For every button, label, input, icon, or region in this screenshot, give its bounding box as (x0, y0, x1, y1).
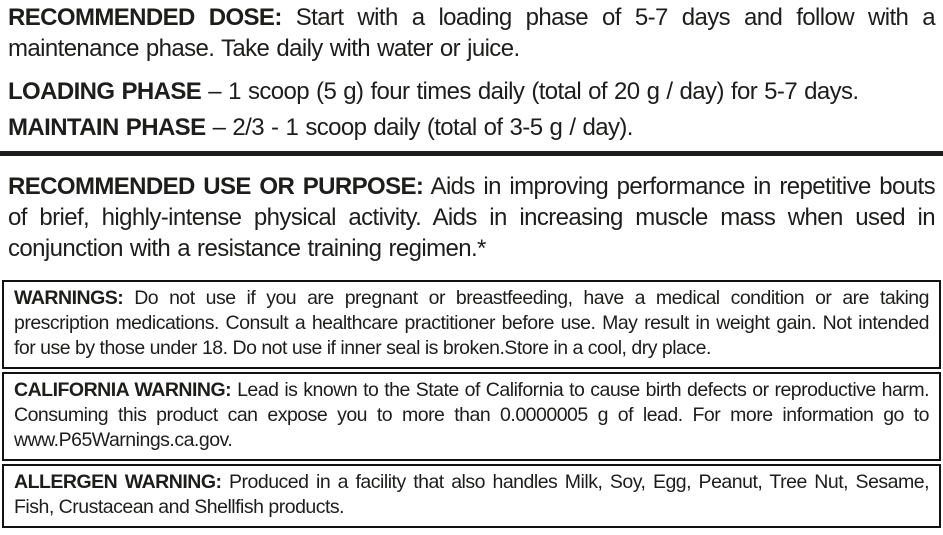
warnings-text: Do not use if you are pregnant or breast… (14, 287, 930, 359)
loading-phase-line: LOADING PHASE – 1 scoop (5 g) four times… (8, 76, 935, 107)
recommended-use-label: RECOMMENDED USE OR PURPOSE: (8, 173, 424, 200)
loading-phase-label: LOADING PHASE (8, 78, 202, 105)
warning-boxes-group: WARNINGS: Do not use if you are pregnant… (2, 280, 941, 528)
recommended-use-text: Aids in improving performance in repetit… (8, 173, 936, 262)
maintain-phase-dash: – (212, 114, 226, 141)
california-warning-box: CALIFORNIA WARNING: Lead is known to the… (2, 372, 941, 461)
loading-phase-dash: – (208, 78, 222, 105)
allergen-warning-label: ALLERGEN WARNING: (14, 471, 222, 493)
use-section: RECOMMENDED USE OR PURPOSE: Aids in impr… (0, 171, 943, 264)
california-warning-text: Lead is known to the State of California… (14, 379, 930, 451)
allergen-warning-paragraph: ALLERGEN WARNING: Produced in a facility… (14, 470, 930, 520)
warnings-label: WARNINGS: (14, 287, 124, 309)
dose-section: RECOMMENDED DOSE: Start with a loading p… (0, 0, 943, 143)
allergen-warning-box: ALLERGEN WARNING: Produced in a facility… (2, 464, 941, 528)
maintain-phase-text: 2/3 - 1 scoop daily (total of 3-5 g / da… (232, 114, 633, 141)
recommended-dose-label: RECOMMENDED DOSE: (8, 4, 282, 31)
warnings-box: WARNINGS: Do not use if you are pregnant… (2, 280, 941, 369)
maintain-phase-label: MAINTAIN PHASE (8, 114, 206, 141)
maintain-phase-line: MAINTAIN PHASE – 2/3 - 1 scoop daily (to… (8, 112, 935, 143)
section-divider (0, 151, 943, 156)
loading-phase-text: 1 scoop (5 g) four times daily (total of… (228, 78, 859, 105)
warnings-paragraph: WARNINGS: Do not use if you are pregnant… (14, 286, 930, 361)
recommended-dose-text: Start with a loading phase of 5-7 days a… (8, 4, 936, 62)
allergen-warning-text: Produced in a facility that also handles… (14, 471, 930, 518)
recommended-dose-paragraph: RECOMMENDED DOSE: Start with a loading p… (8, 0, 936, 64)
california-warning-paragraph: CALIFORNIA WARNING: Lead is known to the… (14, 378, 930, 453)
recommended-use-paragraph: RECOMMENDED USE OR PURPOSE: Aids in impr… (8, 171, 936, 264)
california-warning-label: CALIFORNIA WARNING: (14, 379, 232, 401)
